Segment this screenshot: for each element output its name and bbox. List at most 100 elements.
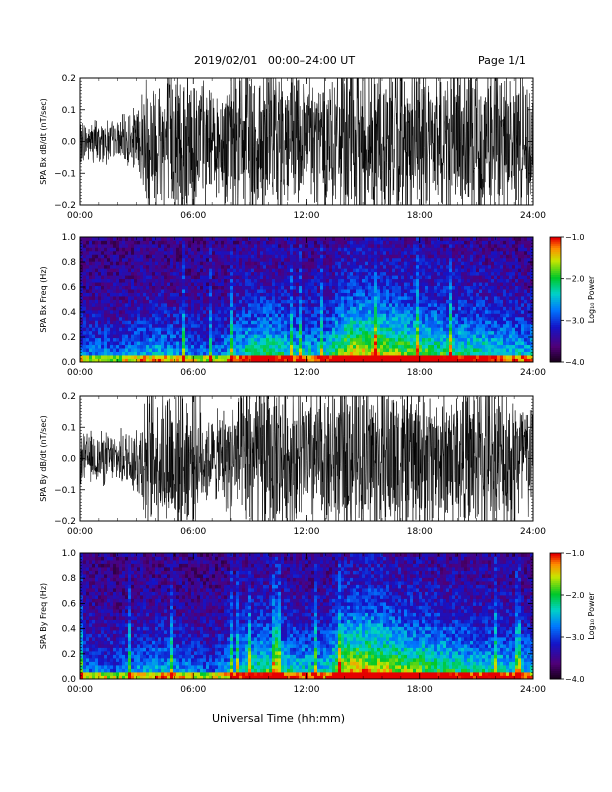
spectrogram-cell <box>293 330 297 335</box>
spectrogram-cell <box>437 278 441 283</box>
spectrogram-cell <box>284 355 288 359</box>
spectrogram-cell <box>182 344 186 349</box>
spectrogram-cell <box>221 268 225 273</box>
spectrogram-cell <box>128 271 132 276</box>
spectrogram-cell <box>425 296 429 300</box>
spectrogram-cell <box>431 257 435 262</box>
spectrogram-cell <box>470 289 474 293</box>
spectrogram-cell <box>440 271 444 276</box>
spectrogram-cell <box>107 327 111 332</box>
spectrogram-cell <box>257 278 261 283</box>
spectrogram-cell <box>284 299 288 304</box>
spectrogram-cell <box>230 358 234 363</box>
spectrogram-cell <box>437 271 441 276</box>
spectrogram-cell <box>212 240 216 245</box>
spectrogram-cell <box>479 316 483 321</box>
spectrogram-cell <box>257 309 261 314</box>
spectrogram-cell <box>359 237 363 241</box>
spectrogram-cell <box>428 330 432 335</box>
spectrogram-cell <box>218 323 222 328</box>
spectrogram-cell <box>407 348 411 352</box>
spectrogram-cell <box>359 358 363 363</box>
spectrogram-cell <box>230 278 234 283</box>
spectrogram-cell <box>98 240 102 245</box>
spectrogram-cell <box>266 271 270 276</box>
spectrogram-cell <box>335 250 339 255</box>
spectrogram-cell <box>281 358 285 363</box>
spectrogram-cell <box>299 341 303 346</box>
spectrogram-cell <box>317 271 321 276</box>
spectrogram-cell <box>122 285 126 290</box>
spectrogram-cell <box>227 285 231 290</box>
spectrogram-cell <box>197 254 201 259</box>
spectrogram-cell <box>368 358 372 363</box>
spectrogram-cell <box>437 240 441 245</box>
spectrogram-cell <box>383 330 387 335</box>
spectrogram-cell <box>407 306 411 311</box>
spectrogram-cell <box>311 264 315 269</box>
spectrogram-cell <box>122 355 126 359</box>
spectrogram-cell <box>416 327 420 332</box>
spectrogram-cell <box>428 313 432 318</box>
spectrogram-cell <box>248 247 252 252</box>
spectrogram-cell <box>404 254 408 259</box>
spectrogram-cell <box>398 348 402 352</box>
spectrogram-cell <box>116 289 120 293</box>
spectrogram-cell <box>230 264 234 269</box>
spectrogram-cell <box>122 247 126 252</box>
spectrogram-cell <box>206 296 210 300</box>
spectrogram-cell <box>167 237 171 241</box>
spectrogram-cell <box>110 292 114 297</box>
spectrogram-cell <box>356 237 360 241</box>
spectrogram-cell <box>83 320 87 325</box>
spectrogram-cell <box>167 282 171 287</box>
spectrogram-cell <box>128 316 132 321</box>
spectrogram-cell <box>140 240 144 245</box>
spectrogram-cell <box>407 327 411 332</box>
spectrogram-cell <box>470 296 474 300</box>
spectrogram-cell <box>212 296 216 300</box>
spectrogram-cell <box>278 351 282 356</box>
spectrogram-cell <box>323 355 327 359</box>
spectrogram-cell <box>371 268 375 273</box>
spectrogram-cell <box>467 302 471 307</box>
spectrogram-cell <box>113 302 117 307</box>
spectrogram-cell <box>230 355 234 359</box>
spectrogram-cell <box>389 323 393 328</box>
spectrogram-cell <box>479 358 483 363</box>
spectrogram-cell <box>356 268 360 273</box>
spectrogram-cell <box>137 334 141 339</box>
spectrogram-cell <box>434 296 438 300</box>
spectrogram-cell <box>476 289 480 293</box>
spectrogram-cell <box>152 271 156 276</box>
spectrogram-cell <box>398 264 402 269</box>
spectrogram-cell <box>335 358 339 363</box>
spectrogram-cell <box>248 278 252 283</box>
spectrogram-cell <box>86 327 90 332</box>
spectrogram-cell <box>131 282 135 287</box>
spectrogram-cell <box>176 292 180 297</box>
spectrogram-cell <box>218 341 222 346</box>
spectrogram-cell <box>146 309 150 314</box>
spectrogram-cell <box>410 292 414 297</box>
spectrogram-cell <box>194 282 198 287</box>
spectrogram-cell <box>344 358 348 363</box>
spectrogram-cell <box>152 289 156 293</box>
spectrogram-cell <box>215 237 219 241</box>
spectrogram-cell <box>179 271 183 276</box>
spectrogram-cell <box>158 344 162 349</box>
spectrogram-cell <box>215 257 219 262</box>
spectrogram-cell <box>116 344 120 349</box>
spectrogram-cell <box>233 257 237 262</box>
spectrogram-cell <box>395 355 399 359</box>
spectrogram-cell <box>332 292 336 297</box>
spectrogram-cell <box>326 237 330 241</box>
spectrogram-cell <box>446 299 450 304</box>
spectrogram-cell <box>263 285 267 290</box>
spectrogram-cell <box>227 320 231 325</box>
spectrogram-cell <box>293 323 297 328</box>
spectrogram-cell <box>323 247 327 252</box>
spectrogram-cell <box>341 237 345 241</box>
spectrogram-cell <box>464 243 468 248</box>
spectrogram-cell <box>206 348 210 352</box>
